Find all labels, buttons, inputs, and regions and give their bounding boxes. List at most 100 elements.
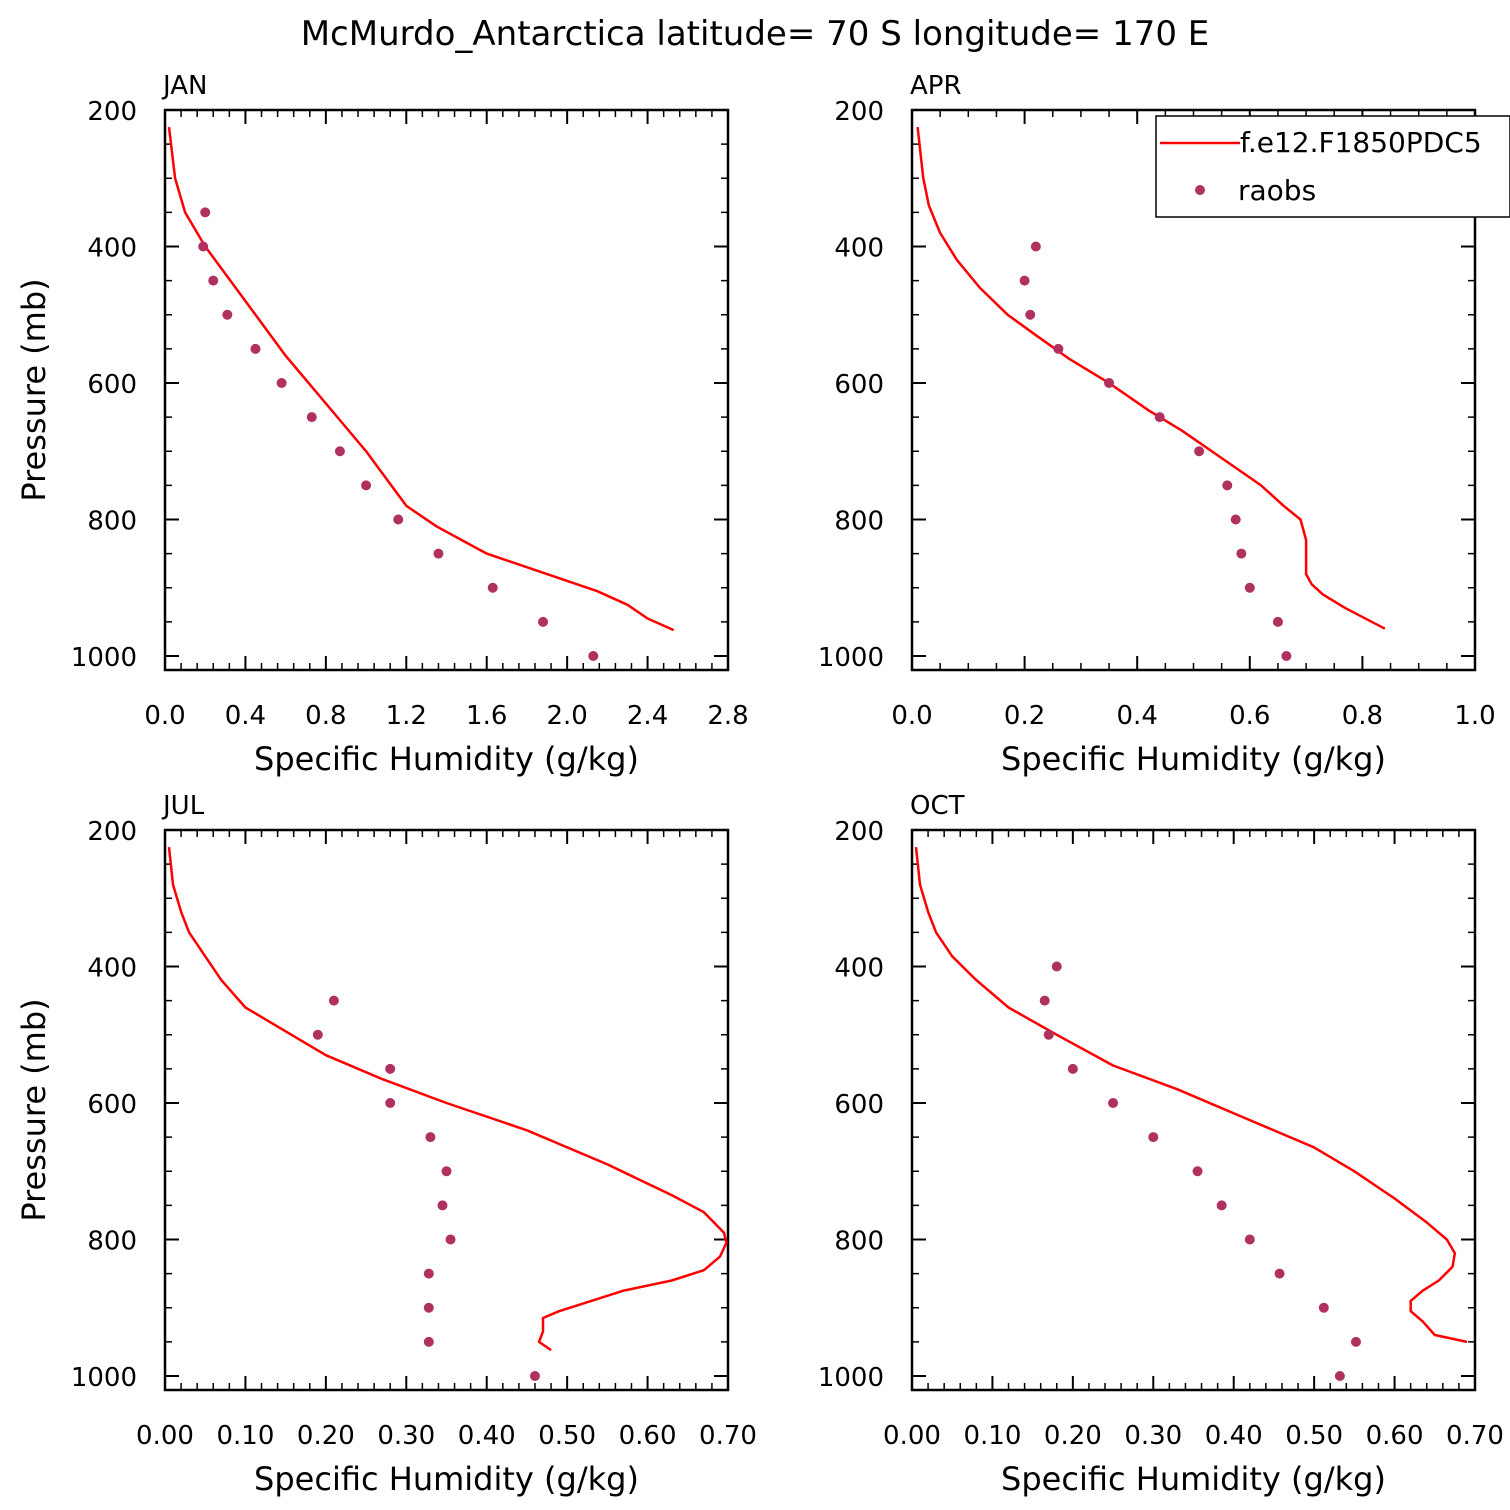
x-axis-label: Specific Humidity (g/kg) [254,740,639,778]
model-series-line [916,126,1386,630]
raobs-point [385,1098,396,1108]
panel-label: JAN [161,71,207,101]
y-tick-label: 400 [87,234,137,264]
data-layer [916,126,1386,661]
raobs-point [1194,446,1205,457]
raobs-point [538,616,549,627]
y-tick-label: 800 [834,1227,884,1257]
model-series-line [167,126,675,632]
y-tick-label: 200 [87,817,137,847]
y-tick-label: 800 [87,507,137,537]
raobs-point [393,514,404,525]
y-tick-label: 400 [87,954,137,984]
x-tick-label: 0.40 [458,1421,516,1451]
x-tick-label: 0.30 [1124,1421,1182,1451]
x-tick-label: 1.6 [466,701,507,731]
raobs-point [423,1268,434,1279]
panel-jul: JUL 0.00 0.10 0.20 0.30 0.40 0.50 0.60 0.70 200 40… [15,791,757,1498]
raobs-point [487,582,498,593]
x-tick-label: 0.6 [1229,701,1270,731]
y-tick-label: 200 [834,817,884,847]
raobs-point [1043,1029,1054,1040]
raobs-point [1318,1302,1329,1313]
plot-frame [163,828,730,1392]
legend-raobs-marker [1195,185,1205,195]
raobs-point [1272,616,1283,627]
data-layer [167,126,675,661]
y-tick-label: 1000 [818,643,884,673]
legend: f.e12.F1850PDC5 raobs [1155,115,1510,218]
raobs-point [1216,1200,1227,1211]
x-tick-label: 0.2 [1004,701,1045,731]
y-tick-label: 400 [834,954,884,984]
raobs-point [200,207,211,218]
legend-raobs-label: raobs [1238,174,1316,207]
panel-label: APR [910,71,962,101]
x-tick-label: 0.50 [538,1421,596,1451]
raobs-point [425,1132,436,1143]
raobs-point [433,548,444,559]
y-tick-label: 200 [87,97,137,127]
y-tick-label: 600 [87,370,137,400]
raobs-point [423,1336,434,1347]
y-tick-label: 400 [834,234,884,264]
raobs-point [1281,651,1292,661]
x-tick-label: 0.20 [1044,1421,1102,1451]
raobs-point [1236,548,1247,559]
raobs-point [361,480,372,491]
raobs-point [1053,343,1064,354]
x-tick-label: 0.4 [1117,701,1158,731]
panel-oct: OCT 0.00 0.10 0.20 0.30 0.40 0.50 0.60 0.70 200 40… [818,791,1504,1498]
model-series-line [914,846,1468,1344]
x-tick-label: 1.2 [386,701,427,731]
x-tick-label: 2.8 [707,701,748,731]
raobs-point [1104,378,1115,388]
x-tick-label: 0.4 [225,701,266,731]
x-tick-label: 2.0 [546,701,587,731]
x-tick-label: 0.20 [297,1421,355,1451]
panel-label: OCT [910,791,965,821]
legend-model-label: f.e12.F1850PDC5 [1240,126,1482,159]
raobs-point [529,1371,540,1381]
y-tick-label: 600 [834,370,884,400]
y-tick-label: 600 [834,1090,884,1120]
raobs-point [306,412,317,423]
x-tick-label: 0.10 [963,1421,1021,1451]
raobs-point [222,309,233,320]
data-layer [167,846,728,1381]
raobs-point [198,241,209,252]
x-tick-label: 0.60 [1366,1421,1424,1451]
raobs-point [1039,995,1050,1006]
figure-title: McMurdo_Antarctica latitude= 70 S longit… [301,14,1210,54]
x-tick-label: 0.10 [216,1421,274,1451]
raobs-point [250,343,261,354]
x-tick-label: 0.0 [144,701,185,731]
raobs-point [1051,961,1062,972]
x-tick-label: 1.0 [1454,701,1495,731]
raobs-point [1030,241,1041,252]
panel-jan: JAN 0.0 0.4 0.8 1.2 1.6 2.0 2.4 2.8 200 400 600 800 1… [15,71,749,778]
x-axis-label: Specific Humidity (g/kg) [1001,740,1386,778]
y-axis-label: Pressure (mb) [15,998,53,1221]
raobs-point [385,1063,396,1074]
model-series-line [167,846,728,1352]
raobs-point [1230,514,1241,525]
plot-frame [163,108,730,672]
raobs-point [312,1029,323,1040]
raobs-point [1244,582,1255,593]
x-axis-label: Specific Humidity (g/kg) [254,1460,639,1498]
raobs-point [1108,1098,1119,1108]
y-tick-label: 800 [834,507,884,537]
raobs-point [1148,1132,1159,1143]
x-tick-label: 0.8 [305,701,346,731]
raobs-point [441,1166,452,1177]
raobs-point [423,1302,434,1313]
raobs-point [1025,309,1036,320]
y-tick-label: 1000 [71,1363,137,1393]
y-tick-label: 800 [87,1227,137,1257]
x-tick-label: 0.00 [136,1421,194,1451]
y-axis-label: Pressure (mb) [15,278,53,501]
x-tick-label: 0.8 [1342,701,1383,731]
panel-apr: APR 0.0 0.2 0.4 0.6 0.8 1.0 200 400 600 800 1000 Spe… [818,71,1510,778]
